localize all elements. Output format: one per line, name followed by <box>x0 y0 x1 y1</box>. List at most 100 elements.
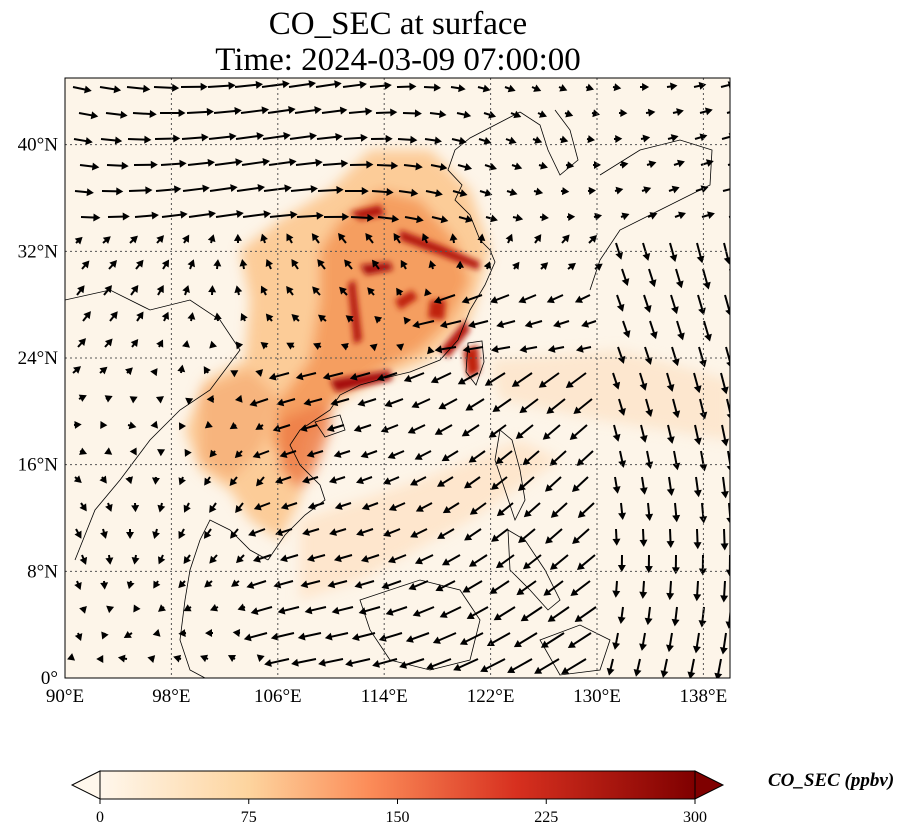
wind-arrow <box>564 109 574 118</box>
wind-arrow <box>311 233 320 244</box>
wind-arrow <box>360 554 380 563</box>
wind-arrow <box>720 372 729 395</box>
wind-arrow <box>428 260 437 270</box>
wind-arrow <box>408 580 429 591</box>
wind-arrow <box>699 107 713 116</box>
wind-arrow <box>294 106 322 115</box>
wind-arrow <box>424 288 432 297</box>
wind-arrow <box>127 135 152 144</box>
wind-arrow <box>725 606 730 629</box>
wind-arrow <box>412 606 435 617</box>
wind-arrow <box>80 213 101 222</box>
wind-arrow <box>210 603 219 612</box>
wind-arrow <box>177 364 186 374</box>
wind-arrow <box>407 424 426 434</box>
wind-arrow <box>696 242 705 264</box>
wind-arrow <box>671 554 680 575</box>
wind-arrow <box>312 286 321 296</box>
wind-arrow <box>215 210 244 218</box>
wind-arrow <box>694 424 702 446</box>
wind-arrow <box>397 135 418 144</box>
wind-arrow <box>299 424 318 432</box>
wind-arrow <box>235 341 244 350</box>
wind-arrow <box>645 108 656 117</box>
wind-arrow <box>345 658 371 668</box>
wind-arrow <box>703 320 712 342</box>
wind-arrow <box>291 658 317 667</box>
wind-arrow <box>567 262 576 271</box>
wind-arrow <box>534 658 560 674</box>
wind-arrow <box>649 320 658 340</box>
wind-arrow <box>178 629 187 638</box>
wind-arrow <box>518 528 536 544</box>
wind-arrow <box>156 285 164 296</box>
wind-arrow <box>183 554 191 564</box>
map-frame <box>64 77 731 679</box>
wind-arrow <box>571 476 589 492</box>
wind-arrow <box>79 605 87 614</box>
wind-arrow <box>728 215 730 218</box>
wind-arrow <box>125 476 133 485</box>
colorbar-extend-high <box>694 770 725 800</box>
wind-arrow <box>328 476 346 484</box>
wind-arrow <box>613 134 623 143</box>
lat-tick-label: 8°N <box>27 561 58 582</box>
wind-arrow <box>291 314 300 322</box>
wind-arrow <box>660 658 669 678</box>
wind-arrow <box>306 450 324 458</box>
wind-arrow <box>522 450 540 466</box>
wind-arrow <box>512 213 524 222</box>
wind-arrow <box>344 187 369 196</box>
wind-arrow <box>178 476 186 486</box>
wind-arrow <box>322 372 344 381</box>
wind-arrow <box>539 213 549 222</box>
wind-arrow <box>606 658 615 676</box>
wind-arrow <box>327 580 348 589</box>
wind-arrow <box>135 259 144 270</box>
wind-arrow <box>297 632 322 641</box>
wind-arrow <box>109 311 118 322</box>
wind-arrow <box>100 136 123 145</box>
wind-arrow <box>207 81 236 90</box>
wind-arrow <box>132 109 157 118</box>
wind-arrow <box>403 162 423 171</box>
coastlines <box>65 109 713 678</box>
lon-tick-label: 130°E <box>573 686 621 707</box>
wind-arrow <box>78 111 99 120</box>
wind-arrow <box>566 212 576 221</box>
lon-tick-label: 114°E <box>361 686 408 707</box>
wind-arrow <box>182 234 190 244</box>
wind-arrow <box>612 632 621 650</box>
wind-arrow <box>246 580 267 589</box>
wind-arrow <box>372 658 398 668</box>
wind-arrow <box>666 372 675 392</box>
wind-arrow <box>465 398 485 411</box>
lat-tick-label: 16°N <box>18 455 59 476</box>
wind-arrow <box>235 394 243 403</box>
wind-arrow <box>96 654 104 663</box>
wind-arrow <box>234 285 243 296</box>
wind-arrow <box>720 528 729 551</box>
wind-arrow <box>451 136 467 145</box>
wind-arrow <box>184 448 192 457</box>
wind-arrow <box>317 186 344 195</box>
wind-arrow <box>99 366 108 375</box>
wind-arrow <box>152 629 161 637</box>
wind-arrow <box>236 184 265 192</box>
wind-arrow <box>644 606 653 626</box>
wind-arrow <box>430 162 448 171</box>
wind-arrow <box>496 320 516 329</box>
wind-arrow <box>618 450 627 468</box>
lat-tick-label: 0° <box>41 668 58 689</box>
wind-arrow <box>666 476 675 496</box>
wind-arrow <box>214 158 243 167</box>
wind-arrow <box>376 161 399 170</box>
wind-arrow <box>575 344 592 353</box>
wind-arrow <box>157 449 166 457</box>
wind-arrow <box>725 346 730 367</box>
wind-arrow <box>668 185 680 194</box>
wind-arrow <box>693 372 702 394</box>
wind-arrow <box>181 133 209 142</box>
wind-arrow <box>699 398 708 420</box>
wind-arrow <box>594 263 603 271</box>
